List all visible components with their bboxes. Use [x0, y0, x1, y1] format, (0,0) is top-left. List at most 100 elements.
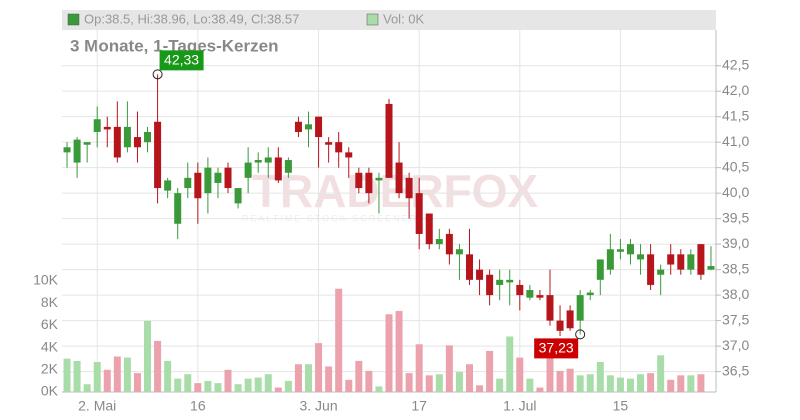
y-tick-label: 38,5 — [722, 260, 749, 276]
candle-body — [113, 126, 121, 158]
candle-body — [677, 254, 685, 270]
volume-bar — [667, 379, 675, 392]
volume-bar — [204, 380, 212, 392]
volume-bar — [586, 374, 594, 392]
volume-bar — [345, 379, 353, 392]
candle-body — [395, 162, 403, 194]
candle-body — [445, 233, 453, 255]
volume-bar — [536, 387, 544, 392]
candle-body — [647, 254, 655, 285]
volume-bar — [455, 372, 463, 392]
candle-body — [365, 172, 373, 194]
volume-bar — [315, 343, 323, 392]
extreme-label: 42,33 — [164, 52, 199, 68]
candle-body — [355, 172, 363, 189]
x-tick-label: 15 — [613, 398, 629, 414]
volume-bar — [164, 360, 172, 392]
candle-body — [476, 269, 484, 280]
candle-body — [596, 259, 604, 280]
volume-bar — [174, 378, 182, 392]
volume-bar — [596, 362, 604, 392]
volume-bar — [677, 375, 685, 392]
y2-tick-label: 6K — [41, 316, 59, 332]
volume-bar — [546, 350, 554, 392]
candle-body — [526, 290, 534, 298]
candle-body — [93, 119, 101, 132]
candle-body — [164, 180, 172, 191]
candle-body — [536, 295, 544, 298]
candle-body — [546, 295, 554, 321]
candle-body — [415, 193, 423, 234]
candle-body — [184, 177, 192, 189]
volume-bar — [516, 357, 524, 392]
candle-body — [214, 172, 222, 183]
volume-bar — [616, 377, 624, 392]
y-tick-label: 40,0 — [722, 184, 749, 200]
volume-bar — [294, 364, 302, 392]
candle-body — [385, 103, 393, 178]
candle-body — [616, 249, 624, 252]
volume-swatch — [366, 13, 379, 26]
candle-body — [566, 310, 574, 329]
candle-body — [576, 295, 584, 321]
volume-header: Vol: 0K — [383, 11, 425, 26]
y2-tick-label: 0K — [41, 383, 59, 399]
candle-body — [375, 177, 383, 181]
volume-bar — [254, 377, 262, 392]
candle-body — [335, 142, 343, 153]
volume-bar — [214, 383, 222, 392]
candle-body — [204, 167, 212, 194]
candle-body — [586, 292, 594, 296]
candle-body — [626, 244, 634, 255]
candle-body — [516, 284, 524, 296]
volume-bar — [506, 336, 514, 392]
volume-bar — [133, 373, 141, 392]
y-tick-label: 39,0 — [722, 235, 749, 251]
candle-body — [63, 147, 71, 153]
volume-bar — [637, 374, 645, 392]
extreme-label: 37,23 — [539, 340, 574, 356]
candle-body — [194, 172, 202, 199]
y2-tick-label: 8K — [41, 294, 59, 310]
candle-body — [455, 249, 463, 255]
volume-bar — [83, 384, 91, 392]
volume-bar — [385, 314, 393, 392]
candle-body — [224, 167, 232, 189]
y2-tick-label: 4K — [41, 338, 59, 354]
volume-bar — [335, 288, 343, 392]
y-tick-label: 40,5 — [722, 158, 749, 174]
x-tick-label: 17 — [411, 398, 427, 414]
volume-bar — [355, 360, 363, 392]
volume-bar — [576, 375, 584, 392]
volume-bar — [123, 357, 131, 392]
candle-body — [435, 239, 443, 245]
header-bar — [62, 10, 716, 30]
volume-bar — [647, 373, 655, 392]
y2-tick-label: 10K — [33, 272, 59, 288]
volume-bar — [657, 355, 665, 392]
y-tick-label: 42,0 — [722, 82, 749, 98]
volume-bar — [526, 378, 534, 392]
y-tick-label: 41,0 — [722, 133, 749, 149]
x-tick-label: 1. Jul — [503, 398, 536, 414]
candle-body — [496, 279, 504, 285]
candle-body — [294, 121, 302, 132]
volume-bar — [305, 364, 313, 392]
candle-body — [667, 254, 675, 265]
price-swatch — [67, 13, 80, 26]
volume-bar — [395, 310, 403, 392]
volume-bar — [445, 345, 453, 392]
candle-body — [637, 254, 645, 260]
candle-body — [274, 157, 282, 181]
y-tick-label: 37,5 — [722, 311, 749, 327]
ohlc-header: Op:38.5, Hi:38.96, Lo:38.49, Cl:38.57 — [84, 11, 299, 26]
candle-body — [103, 126, 111, 130]
volume-bar — [465, 364, 473, 392]
candle-body — [133, 137, 141, 148]
y-tick-label: 42,5 — [722, 56, 749, 72]
candle-body — [506, 279, 514, 283]
volume-bar — [325, 366, 333, 392]
candle-body — [244, 162, 252, 178]
volume-bar — [144, 320, 152, 392]
